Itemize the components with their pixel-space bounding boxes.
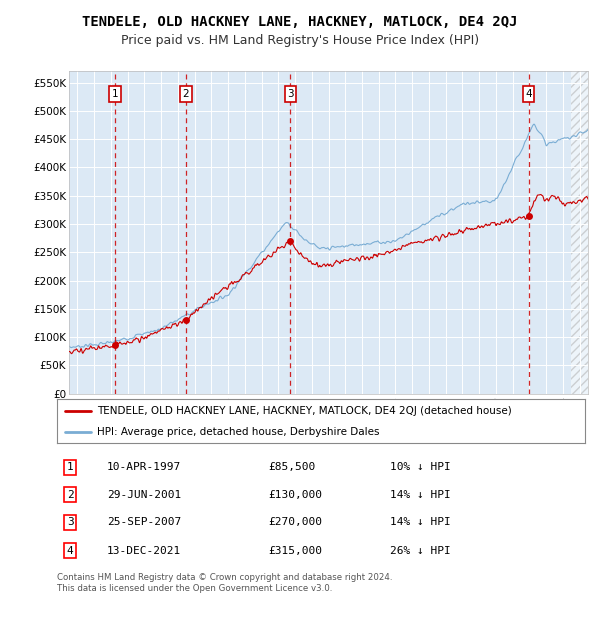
Text: 2: 2 xyxy=(183,89,190,99)
Text: 14% ↓ HPI: 14% ↓ HPI xyxy=(389,517,451,527)
Text: 26% ↓ HPI: 26% ↓ HPI xyxy=(389,546,451,556)
Text: 10% ↓ HPI: 10% ↓ HPI xyxy=(389,463,451,472)
Text: £130,000: £130,000 xyxy=(268,490,322,500)
Text: £315,000: £315,000 xyxy=(268,546,322,556)
Text: 14% ↓ HPI: 14% ↓ HPI xyxy=(389,490,451,500)
Text: £85,500: £85,500 xyxy=(268,463,316,472)
Text: 13-DEC-2021: 13-DEC-2021 xyxy=(107,546,181,556)
Text: TENDELE, OLD HACKNEY LANE, HACKNEY, MATLOCK, DE4 2QJ: TENDELE, OLD HACKNEY LANE, HACKNEY, MATL… xyxy=(82,15,518,29)
Text: Contains HM Land Registry data © Crown copyright and database right 2024.
This d: Contains HM Land Registry data © Crown c… xyxy=(57,574,392,593)
Text: 3: 3 xyxy=(67,517,74,527)
Text: £270,000: £270,000 xyxy=(268,517,322,527)
Text: 10-APR-1997: 10-APR-1997 xyxy=(107,463,181,472)
Text: 4: 4 xyxy=(525,89,532,99)
Text: 1: 1 xyxy=(67,463,74,472)
Text: 3: 3 xyxy=(287,89,294,99)
Text: 29-JUN-2001: 29-JUN-2001 xyxy=(107,490,181,500)
Text: 4: 4 xyxy=(67,546,74,556)
Text: 2: 2 xyxy=(67,490,74,500)
Text: 1: 1 xyxy=(112,89,119,99)
Text: Price paid vs. HM Land Registry's House Price Index (HPI): Price paid vs. HM Land Registry's House … xyxy=(121,34,479,46)
Text: 25-SEP-2007: 25-SEP-2007 xyxy=(107,517,181,527)
Text: HPI: Average price, detached house, Derbyshire Dales: HPI: Average price, detached house, Derb… xyxy=(97,427,379,437)
Text: TENDELE, OLD HACKNEY LANE, HACKNEY, MATLOCK, DE4 2QJ (detached house): TENDELE, OLD HACKNEY LANE, HACKNEY, MATL… xyxy=(97,406,511,416)
